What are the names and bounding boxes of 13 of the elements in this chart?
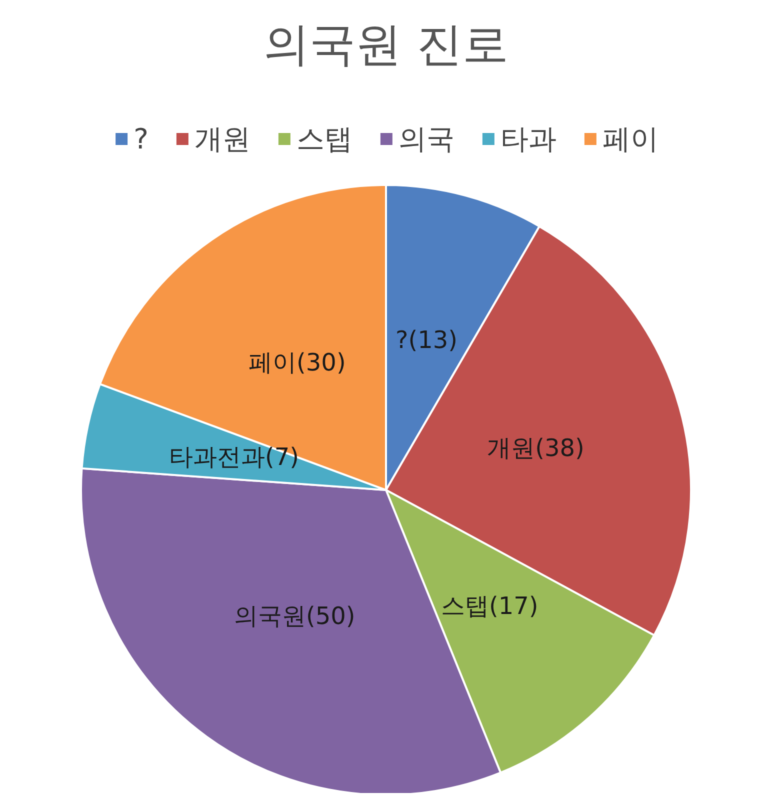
- legend-label: 타과: [500, 122, 556, 156]
- data-label: 개원(38): [487, 434, 584, 462]
- data-label: 페이(30): [248, 348, 346, 376]
- legend-label: 페이: [602, 122, 658, 156]
- data-label: 타과전과(7): [169, 443, 300, 472]
- legend-label: 개원: [194, 122, 250, 156]
- legend-label: 스탭: [296, 122, 352, 156]
- data-label: ?(13): [395, 326, 458, 354]
- data-label: 의국원(50): [234, 602, 356, 630]
- legend-label: 의국: [398, 122, 454, 156]
- data-label: 스탭(17): [441, 592, 538, 620]
- chart-title: 의국원 진로: [264, 17, 508, 71]
- legend-label: ?: [134, 122, 148, 156]
